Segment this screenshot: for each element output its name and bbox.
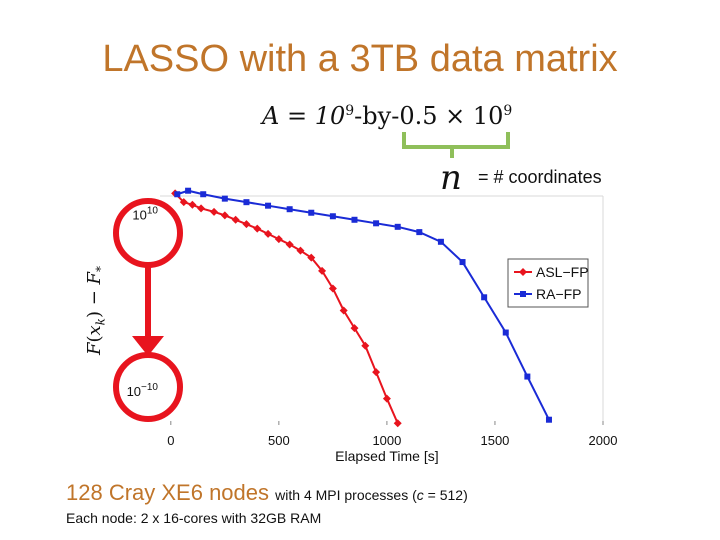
legend-marker [520, 291, 526, 297]
footer-detail-c: c [416, 487, 424, 503]
ra-fp-point [502, 329, 509, 336]
legend-label: ASL−FP [536, 264, 589, 280]
ra-fp-point [351, 216, 358, 223]
y-tick-label: 10−10 [127, 382, 159, 399]
asl-fp-point [296, 246, 305, 255]
ra-fp-point [329, 213, 336, 220]
x-tick-label: 1500 [480, 433, 509, 448]
asl-fp-point [274, 235, 283, 244]
x-axis-label: Elapsed Time [s] [335, 448, 439, 464]
series-line-0 [174, 192, 399, 424]
ra-fp-point [394, 223, 401, 230]
ra-fp-point [243, 199, 250, 206]
ra-fp-point [524, 373, 531, 380]
footer-detail-suffix: = 512) [423, 487, 468, 503]
ra-fp-point [481, 294, 488, 301]
down-arrow-head [132, 336, 164, 356]
asl-fp-point [210, 207, 219, 216]
formula-mid: -by-0.5 × 10 [354, 102, 504, 130]
asl-fp-point [307, 253, 316, 262]
legend-label: RA−FP [536, 286, 582, 302]
asl-fp-point [372, 368, 381, 377]
footer-detail-prefix: with 4 MPI processes ( [275, 487, 417, 503]
footer-detail: with 4 MPI processes (c = 512) [275, 487, 468, 503]
asl-fp-point [339, 306, 348, 315]
asl-fp-point [197, 204, 206, 213]
ra-fp-point [545, 416, 552, 423]
asl-fp-point [179, 198, 188, 207]
slide-title: LASSO with a 3TB data matrix [102, 38, 618, 80]
top-circle-annotation [113, 198, 183, 268]
ra-fp-point [200, 191, 207, 198]
ra-fp-point [373, 220, 380, 227]
x-tick-label: 0 [167, 433, 174, 448]
asl-fp-point [350, 324, 359, 333]
asl-fp-point [253, 224, 262, 233]
ra-fp-point [437, 238, 444, 245]
ra-fp-point [459, 259, 466, 266]
ra-fp-point [265, 202, 272, 209]
legend-box [507, 258, 589, 308]
x-tick-label: 1000 [372, 433, 401, 448]
y-tick-exponent: −10 [141, 382, 158, 393]
ra-fp-point [308, 209, 315, 216]
ra-fp-point [221, 195, 228, 202]
legend-marker [519, 268, 527, 276]
ra-fp-point [174, 191, 181, 198]
asl-fp-point [285, 240, 294, 249]
n-symbol: n [440, 158, 462, 198]
formula-exp-1: 9 [345, 103, 355, 119]
footer-main: 128 Cray XE6 nodes [66, 480, 270, 505]
asl-fp-point [242, 220, 251, 229]
x-tick-label: 2000 [589, 433, 618, 448]
n-coordinates-note: = # coordinates [478, 167, 602, 187]
footer-node-note: Each node: 2 x 16-cores with 32GB RAM [66, 510, 322, 526]
asl-fp-point [318, 266, 327, 275]
asl-fp-point [361, 341, 370, 350]
asl-fp-point [188, 200, 197, 209]
asl-fp-point [264, 229, 273, 238]
asl-fp-point [220, 211, 229, 220]
asl-fp-point [231, 215, 240, 224]
ra-fp-point [286, 206, 293, 213]
formula-lhs: A = 10 [262, 102, 346, 130]
asl-fp-point [393, 419, 402, 428]
formula-exp-2: 9 [503, 103, 513, 119]
y-tick-label: 1010 [132, 206, 158, 223]
ra-fp-point [185, 187, 192, 194]
x-tick-label: 500 [268, 433, 290, 448]
y-tick-exponent: 10 [147, 206, 159, 217]
asl-fp-point [328, 284, 337, 293]
footer-nodes: 128 Cray XE6 nodes with 4 MPI processes … [66, 480, 468, 506]
series-line-1 [176, 189, 550, 421]
asl-fp-point [382, 394, 391, 403]
matrix-formula: A = 109-by-0.5 × 109 [262, 102, 512, 130]
ra-fp-point [416, 229, 423, 236]
